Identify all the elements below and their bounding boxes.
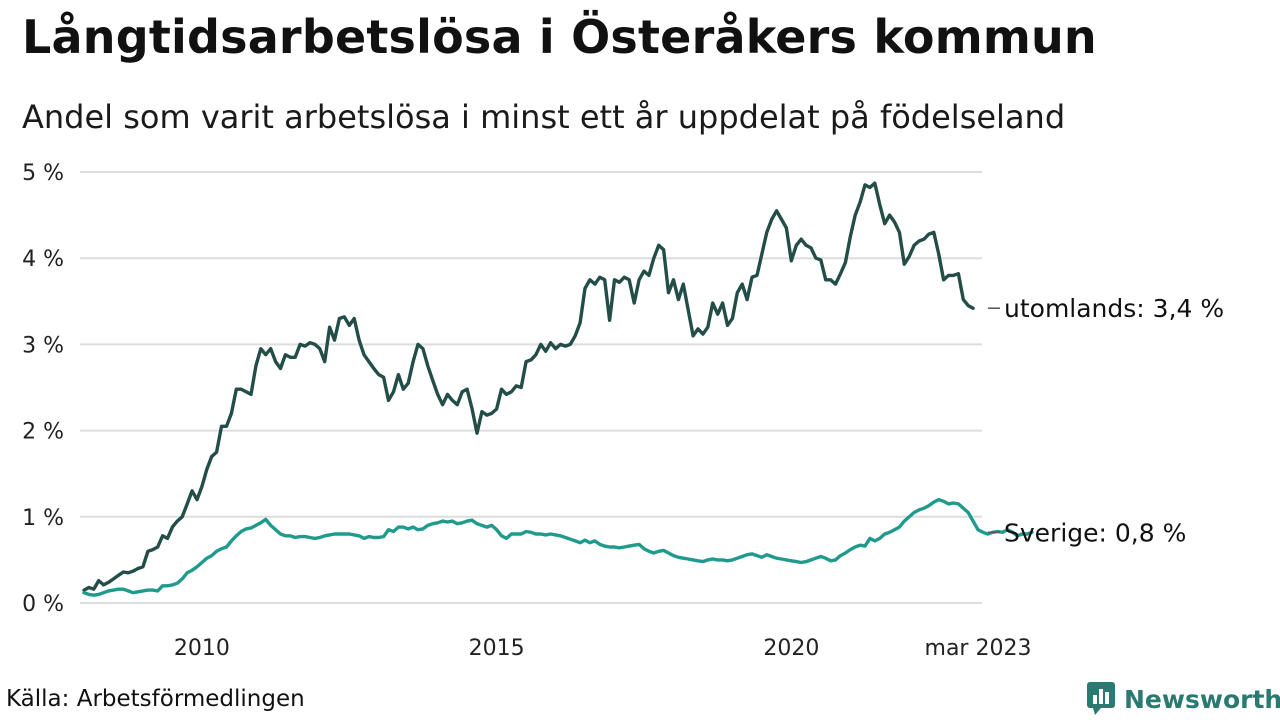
y-tick-label: 2 % [22, 420, 64, 445]
x-tick-label: 2010 [174, 636, 230, 661]
x-tick-label: mar 2023 [925, 636, 1032, 661]
y-axis-ticks: 0 % 1 % 2 % 3 % 4 % 5 % [22, 161, 64, 617]
series-line-utomlands [82, 181, 975, 592]
end-label-utomlands: utomlands: 3,4 % [1004, 294, 1224, 323]
bar-chart-speech-bubble-icon [1087, 682, 1115, 715]
y-tick-label: 5 % [22, 161, 64, 186]
grid-lines [80, 171, 982, 604]
series-lines [82, 181, 1034, 597]
chart-title: Långtidsarbetslösa i Österåkers kommun [22, 10, 1097, 64]
y-tick-label: 0 % [22, 592, 64, 617]
y-tick-label: 1 % [22, 506, 64, 531]
x-tick-label: 2020 [763, 636, 819, 661]
series-line-sverige [82, 497, 1034, 597]
x-tick-label: 2015 [469, 636, 525, 661]
source-note: Källa: Arbetsförmedlingen [6, 686, 305, 712]
x-axis-ticks: 2010 2015 2020 mar 2023 [174, 636, 1032, 661]
end-label-sverige: Sverige: 0,8 % [1004, 518, 1186, 547]
chart-subtitle: Andel som varit arbetslösa i minst ett å… [22, 98, 1066, 136]
newsworthy-logo: Newsworthy [1086, 681, 1280, 717]
end-labels: utomlands: 3,4 % Sverige: 0,8 % [988, 294, 1224, 547]
y-tick-label: 3 % [22, 333, 64, 358]
brand-name: Newsworthy [1124, 684, 1280, 714]
y-tick-label: 4 % [22, 247, 64, 272]
